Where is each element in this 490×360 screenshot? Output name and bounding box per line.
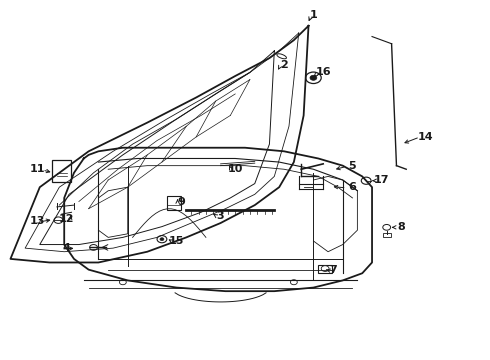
Circle shape (310, 75, 317, 80)
FancyBboxPatch shape (318, 265, 332, 273)
Circle shape (383, 225, 391, 230)
Text: 2: 2 (280, 60, 288, 70)
Text: 5: 5 (349, 161, 356, 171)
Ellipse shape (277, 54, 287, 59)
Circle shape (321, 266, 329, 271)
Circle shape (306, 72, 321, 84)
Text: 4: 4 (63, 243, 71, 253)
Circle shape (54, 217, 63, 224)
FancyBboxPatch shape (52, 160, 71, 182)
Text: 8: 8 (397, 222, 405, 231)
Text: 6: 6 (348, 182, 356, 192)
Circle shape (160, 238, 164, 240)
FancyBboxPatch shape (167, 196, 181, 211)
Text: 11: 11 (29, 164, 45, 174)
Circle shape (361, 177, 371, 184)
Circle shape (90, 244, 98, 250)
Text: 16: 16 (316, 67, 331, 77)
Text: 12: 12 (59, 215, 74, 224)
Text: 3: 3 (217, 211, 224, 221)
Text: 7: 7 (329, 265, 337, 275)
Text: 13: 13 (30, 216, 45, 226)
Text: 10: 10 (227, 164, 243, 174)
Text: 9: 9 (177, 197, 185, 207)
Circle shape (291, 280, 297, 285)
Text: 17: 17 (374, 175, 390, 185)
FancyBboxPatch shape (383, 233, 391, 237)
Text: 14: 14 (418, 132, 434, 142)
Circle shape (157, 235, 167, 243)
Circle shape (120, 280, 126, 285)
Text: 1: 1 (310, 10, 318, 20)
Text: 15: 15 (169, 236, 184, 246)
